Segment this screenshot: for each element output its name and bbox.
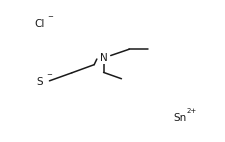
Text: Sn: Sn	[173, 113, 186, 123]
Text: Cl: Cl	[35, 19, 45, 29]
Text: −: −	[47, 14, 53, 20]
Text: −: −	[46, 72, 52, 78]
Text: 2+: 2+	[186, 108, 197, 114]
Text: N: N	[100, 53, 107, 63]
Text: S: S	[36, 77, 43, 87]
